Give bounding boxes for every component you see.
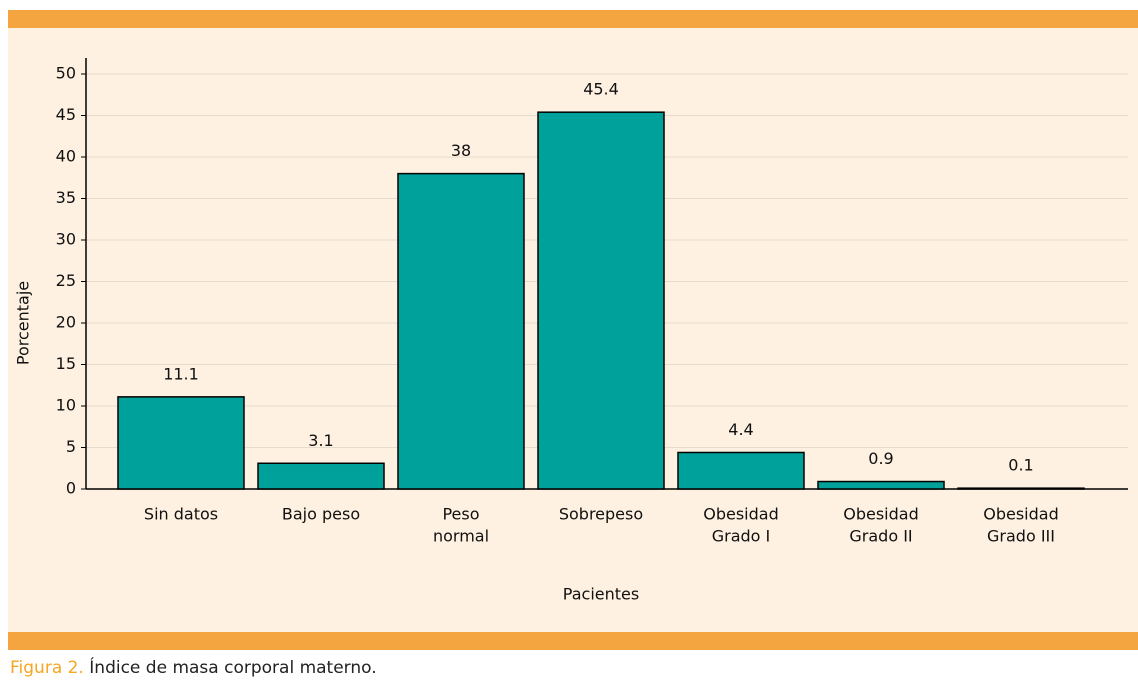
y-tick-label: 5 bbox=[66, 437, 76, 456]
y-tick-label: 30 bbox=[56, 230, 76, 249]
y-tick-label: 10 bbox=[56, 396, 76, 415]
x-tick-label: Sobrepeso bbox=[559, 505, 643, 524]
bar bbox=[957, 487, 1085, 490]
top-band bbox=[8, 10, 1138, 28]
x-tick-label: Obesidad bbox=[703, 505, 779, 524]
data-label: 38 bbox=[451, 141, 471, 160]
data-label: 11.1 bbox=[163, 364, 199, 383]
y-tick-label: 15 bbox=[56, 354, 76, 373]
x-tick-label: Grado III bbox=[987, 527, 1055, 546]
bottom-band bbox=[8, 632, 1138, 650]
x-tick-label: Peso bbox=[442, 505, 479, 524]
bar bbox=[677, 451, 805, 490]
y-tick-label: 45 bbox=[56, 105, 76, 124]
bar bbox=[817, 480, 945, 490]
bar bbox=[117, 396, 245, 490]
y-axis-label: Porcentaje bbox=[14, 281, 33, 365]
x-tick-label: Grado I bbox=[712, 527, 771, 546]
y-tick-label: 50 bbox=[56, 64, 76, 83]
data-label: 45.4 bbox=[583, 80, 619, 99]
y-tick-label: 0 bbox=[66, 479, 76, 498]
data-label: 3.1 bbox=[308, 431, 333, 450]
y-tick-label: 35 bbox=[56, 188, 76, 207]
data-label: 0.1 bbox=[1008, 456, 1033, 475]
x-axis-label: Pacientes bbox=[563, 585, 639, 604]
x-tick-label: normal bbox=[433, 527, 489, 546]
x-tick-label: Obesidad bbox=[983, 505, 1059, 524]
y-tick-label: 40 bbox=[56, 147, 76, 166]
data-label: 4.4 bbox=[728, 420, 753, 439]
x-tick-label: Obesidad bbox=[843, 505, 919, 524]
bar bbox=[397, 172, 525, 490]
x-tick-label: Grado II bbox=[849, 527, 912, 546]
data-label: 0.9 bbox=[868, 449, 893, 468]
y-tick-label: 25 bbox=[56, 271, 76, 290]
bar bbox=[537, 111, 665, 490]
x-tick-label: Bajo peso bbox=[282, 505, 360, 524]
bar bbox=[257, 462, 385, 490]
caption-label: Figura 2. bbox=[10, 658, 84, 678]
x-tick-label: Sin datos bbox=[144, 505, 218, 524]
caption-text: Índice de masa corporal materno. bbox=[89, 658, 377, 678]
caption: Figura 2. Índice de masa corporal matern… bbox=[10, 658, 377, 678]
y-tick-label: 20 bbox=[56, 313, 76, 332]
